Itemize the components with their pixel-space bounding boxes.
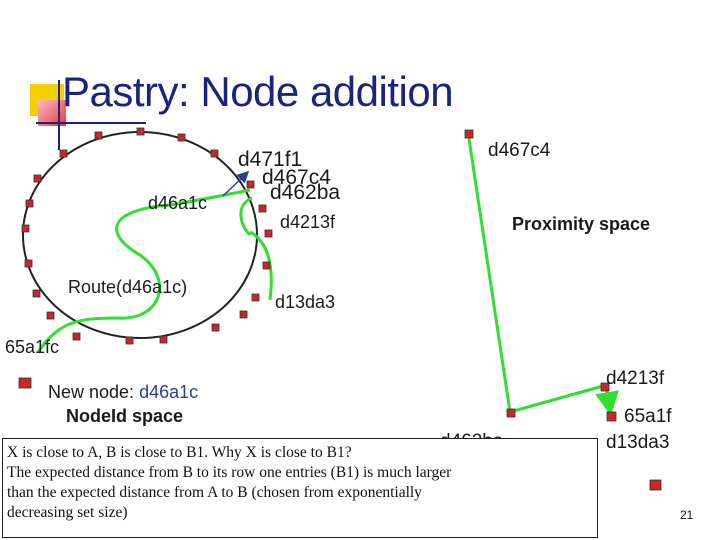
new-node-marker — [18, 377, 32, 389]
route-path-d13da3 — [249, 230, 273, 301]
proximity-line-2 — [509, 384, 604, 414]
label-d13da3: d13da3 — [275, 292, 336, 312]
page-number: 21 — [680, 508, 694, 522]
label-d467c4: d467c4 — [262, 166, 331, 189]
label-route: Route(d46a1c) — [68, 277, 188, 297]
nodeid-ring — [22, 131, 258, 339]
slide-title: Pastry: Node addition — [62, 68, 454, 115]
logo-h-line — [36, 122, 146, 124]
route-path-65a1fc — [36, 188, 251, 353]
prox-label-d13da3: d13da3 — [606, 432, 670, 453]
proximity-nodes — [464, 129, 662, 491]
proximity-line-1 — [466, 131, 512, 413]
label-d462ba: d462ba — [270, 181, 341, 204]
note-line-1: X is close to A, B is close to B1. Why X… — [7, 444, 352, 461]
note-line-3: than the expected distance from A to B (… — [7, 484, 422, 501]
prox-label-65a1f: 65a1f — [624, 406, 672, 427]
route-path-d462ba — [239, 196, 253, 237]
new-node-prefix: New node: — [48, 382, 140, 402]
arrow-d46a1c — [222, 170, 250, 197]
nodeid-space-label: NodeId space — [66, 406, 184, 426]
logo-v-line — [58, 80, 60, 150]
logo-red-block — [38, 100, 66, 126]
label-65a1fc: 65a1fc — [5, 337, 60, 357]
label-d471f1: d471f1 — [238, 148, 303, 171]
ring-nodes — [21, 127, 273, 345]
label-d4213f: d4213f — [280, 212, 336, 232]
prox-label-d4213f: d4213f — [606, 368, 665, 389]
proximity-space-title: Proximity space — [512, 214, 651, 234]
note-line-2: The expected distance from B to its row … — [7, 464, 452, 481]
new-node-id: d46a1c — [139, 382, 199, 402]
prox-label-d467c4: d467c4 — [488, 140, 551, 161]
explanation-box: X is close to A, B is close to B1. Why X… — [2, 438, 598, 538]
label-d46a1c: d46a1c — [148, 193, 208, 213]
new-node-label: New node: d46a1c — [48, 382, 198, 403]
note-line-4: decreasing set size) — [7, 504, 128, 521]
